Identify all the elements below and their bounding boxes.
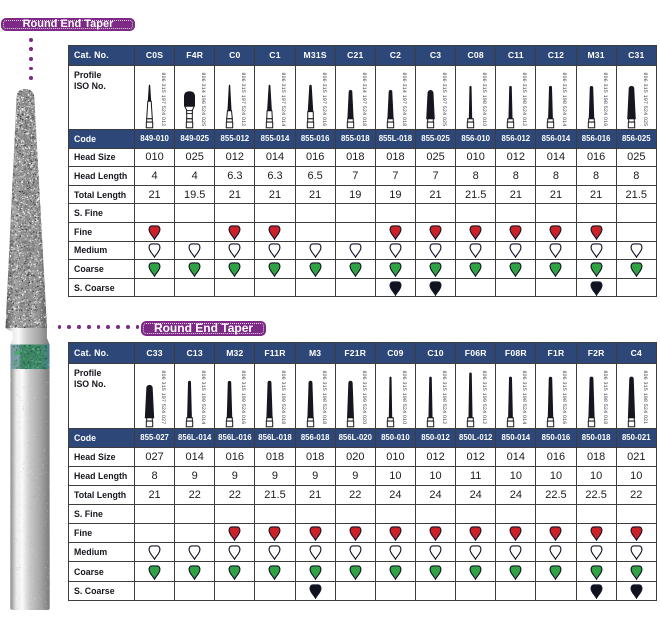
svg-text:806 315 198 524 021: 806 315 198 524 021 xyxy=(642,370,648,424)
svg-text:806 315 197 524 025: 806 315 197 524 025 xyxy=(642,73,648,127)
svg-text:806 315 198 524 016: 806 315 198 524 016 xyxy=(562,370,568,424)
svg-text:806 315 199 524 012: 806 315 199 524 012 xyxy=(481,370,487,424)
svg-text:806 315 199 524 020: 806 315 199 524 020 xyxy=(361,370,367,424)
svg-text:806 315 198 524 010: 806 315 198 524 010 xyxy=(481,73,487,127)
svg-text:806 315 198 524 012: 806 315 198 524 012 xyxy=(441,370,447,424)
svg-text:806 315 198 524 012: 806 315 198 524 012 xyxy=(521,73,527,127)
svg-text:806 314 197 524 018: 806 314 197 524 018 xyxy=(361,73,367,127)
svg-text:806 315 197 524 025: 806 315 197 524 025 xyxy=(441,73,447,127)
svg-text:806 315 198 524 014: 806 315 198 524 014 xyxy=(562,73,568,127)
svg-text:806 314 196 524 025: 806 314 196 524 025 xyxy=(200,73,206,127)
svg-text:806 315 197 524 014: 806 315 197 524 014 xyxy=(281,73,287,127)
svg-text:806 315 197 524 016: 806 315 197 524 016 xyxy=(321,73,327,127)
svg-text:806 315 197 524 012: 806 315 197 524 012 xyxy=(240,73,246,127)
svg-text:806 315 199 524 016: 806 315 199 524 016 xyxy=(240,370,246,424)
svg-text:806 315 198 524 014: 806 315 198 524 014 xyxy=(521,370,527,424)
svg-text:806 315 198 524 018: 806 315 198 524 018 xyxy=(321,370,327,424)
svg-text:806 315 198 524 010: 806 315 198 524 010 xyxy=(401,370,407,424)
svg-text:806 315 199 524 014: 806 315 199 524 014 xyxy=(200,370,206,424)
svg-text:806 315 198 524 018: 806 315 198 524 018 xyxy=(602,370,608,424)
svg-text:806 315 198 524 016: 806 315 198 524 016 xyxy=(602,73,608,127)
svg-text:806 315 199 524 018: 806 315 199 524 018 xyxy=(281,370,287,424)
svg-text:806 314 197 524 018: 806 314 197 524 018 xyxy=(401,73,407,127)
svg-text:806 315 197 524 012: 806 315 197 524 012 xyxy=(160,73,166,127)
svg-text:806 315 197 524 027: 806 315 197 524 027 xyxy=(160,370,166,424)
